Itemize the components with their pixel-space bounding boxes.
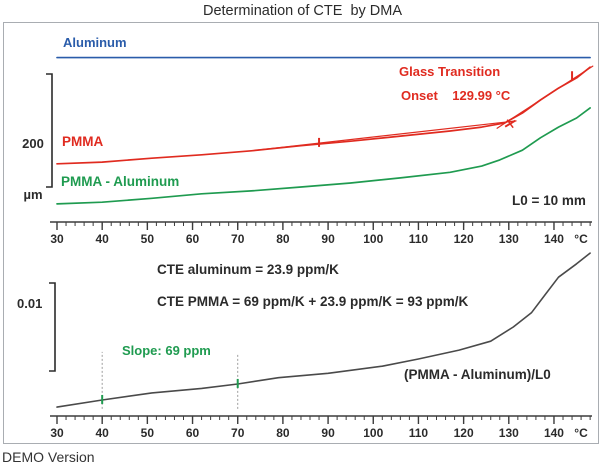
page-title: Determination of CTE by DMA: [202, 3, 403, 19]
y-scalebar-top-unit: µm: [23, 187, 43, 202]
x-axis-tick-label: 90: [321, 232, 335, 246]
x-axis-tick-label: 120: [454, 232, 474, 246]
x-axis-tick-label: 60: [186, 232, 200, 246]
x-axis-tick-label: 130: [499, 232, 519, 246]
x-axis-tick-label: 30: [50, 232, 64, 246]
chart-frame: [3, 22, 599, 444]
demo-version-label: DEMO Version: [2, 449, 95, 465]
x-axis-tick-label: 120: [454, 426, 474, 440]
cte-aluminum-result: CTE aluminum = 23.9 ppm/K: [157, 262, 339, 277]
glass-transition-label: Glass Transition: [399, 64, 501, 79]
x-axis-tick-label: 80: [276, 232, 290, 246]
x-axis-tick-label: 40: [96, 232, 110, 246]
x-axis-tick-label: 110: [409, 426, 429, 440]
x-axis-tick-label: 50: [141, 232, 155, 246]
x-axis-tick-label: 40: [96, 426, 110, 440]
x-axis-tick-label: 140: [544, 232, 564, 246]
series-label-pmma: PMMA: [62, 134, 104, 149]
x-axis-tick-label: 130: [499, 426, 519, 440]
series-label-pmma-aluminum: PMMA - Aluminum: [61, 174, 180, 189]
x-axis-tick-label: 50: [141, 426, 155, 440]
series--pmma-aluminum-l0: [56, 252, 591, 408]
x-axis-tick-label: 30: [50, 426, 64, 440]
series-pmma-tangent-baseline: [250, 120, 517, 152]
ratio-curve-label: (PMMA - Aluminum)/L0: [404, 367, 551, 382]
series-pmma-aluminum: [56, 107, 591, 205]
x-axis-tick-label: 140: [544, 426, 564, 440]
slope-annotation: Slope: 69 ppm: [122, 343, 211, 358]
x-axis-tick-label: 100: [363, 232, 383, 246]
x-axis-tick-label: 70: [231, 232, 245, 246]
series-pmma-tangent-glass: [496, 65, 594, 129]
y-scalebar-top-value: 200: [22, 136, 44, 151]
x-axis-tick-label: 100: [363, 426, 383, 440]
y-scalebar-bracket: [46, 73, 53, 188]
y-scalebar-bracket: [49, 282, 56, 372]
x-axis-tick-label: 80: [276, 426, 290, 440]
y-scalebar-bottom-value: 0.01: [17, 296, 43, 311]
glass-transition-onset-value: Onset 129.99 °C: [401, 88, 511, 103]
x-axis-unit-label: °C: [574, 232, 588, 246]
onset-marker: [506, 119, 514, 129]
x-axis-tick-label: 70: [231, 426, 245, 440]
x-axis-tick-label: 60: [186, 426, 200, 440]
y-scalebar-top-label: 200 µm: [16, 101, 50, 237]
cte-pmma-result: CTE PMMA = 69 ppm/K + 23.9 ppm/K = 93 pp…: [157, 294, 469, 309]
series-label-aluminum: Aluminum: [63, 35, 127, 50]
x-axis-unit-label: °C: [574, 426, 588, 440]
x-axis-tick-label: 90: [321, 426, 335, 440]
series-pmma: [56, 66, 591, 165]
gauge-length-label: L0 = 10 mm: [512, 193, 586, 208]
x-axis-tick-label: 110: [409, 232, 429, 246]
